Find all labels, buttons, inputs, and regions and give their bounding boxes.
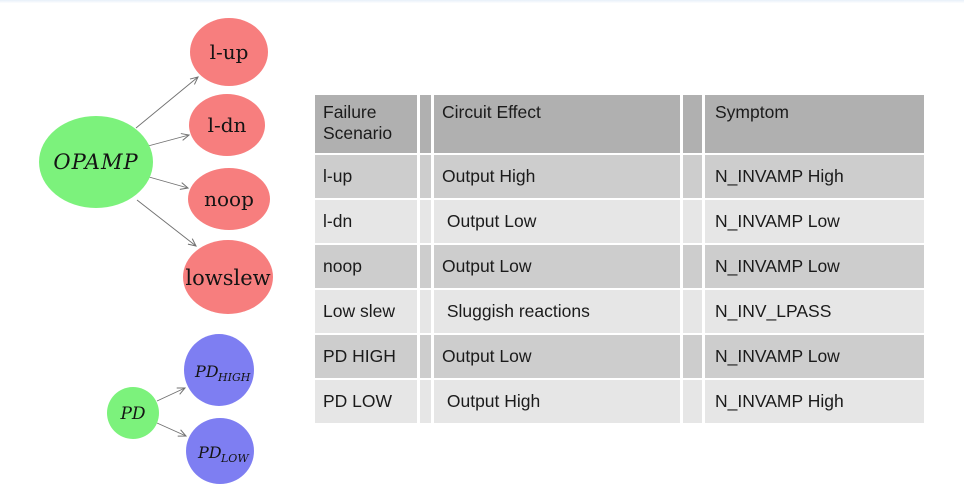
failure-mode-diagram: OPAMP l-up l-dn noop lowslew PD PD HIGH …	[39, 18, 273, 484]
table-row-5-spacer-1	[420, 335, 431, 378]
node-pdhigh	[184, 334, 254, 406]
table-row-6-spacer-2	[683, 380, 702, 423]
edge-pd-pdlow	[156, 422, 188, 437]
node-lup	[190, 18, 268, 86]
table-row-5-spacer-2	[683, 335, 702, 378]
table-row-3-spacer-1	[420, 245, 431, 288]
header-spacer-2	[683, 95, 702, 153]
table-row-2-symptom: N_INVAMP Low	[705, 200, 924, 243]
table-row-2-spacer-1	[420, 200, 431, 243]
node-pdhigh-subscript: HIGH	[217, 371, 251, 384]
pd-tree: PD PD HIGH PD LOW	[107, 334, 254, 484]
node-noop-label: noop	[204, 187, 254, 211]
table-row-5-symptom: N_INVAMP Low	[705, 335, 924, 378]
table-row-6-symptom: N_INVAMP High	[705, 380, 924, 423]
table-row-4-symptom: N_INV_LPASS	[705, 290, 924, 333]
col-header-failure-scenario: Failure Scenario	[315, 95, 417, 153]
edge-opamp-ldn	[147, 133, 191, 147]
node-pdhigh-label: PD	[194, 362, 219, 381]
table-row-1-spacer-1	[420, 155, 431, 198]
col-header-circuit-effect: Circuit Effect	[434, 95, 680, 153]
table-row-4-circuit-effect: Sluggish reactions	[434, 290, 680, 333]
table-row-6-spacer-1	[420, 380, 431, 423]
table-row-3-symptom: N_INVAMP Low	[705, 245, 924, 288]
node-pd-label: PD	[119, 404, 145, 424]
table-row-6-circuit-effect: Output High	[434, 380, 680, 423]
edge-opamp-noop	[148, 176, 190, 190]
node-opamp-label: OPAMP	[53, 150, 138, 174]
node-ldn	[189, 94, 265, 156]
node-pdlow-label: PD	[197, 443, 222, 462]
node-noop	[188, 168, 270, 230]
table-row-5-failure-scenario: PD HIGH	[315, 335, 417, 378]
table-row-2-failure-scenario: l-dn	[315, 200, 417, 243]
table-row-6-failure-scenario: PD LOW	[315, 380, 417, 423]
failure-table: Failure Scenario Circuit Effect Symptom …	[315, 95, 924, 423]
table-row-1-symptom: N_INVAMP High	[705, 155, 924, 198]
node-opamp	[39, 116, 153, 208]
table-row-4-spacer-1	[420, 290, 431, 333]
col-header-symptom: Symptom	[705, 95, 924, 153]
table-row-5-circuit-effect: Output Low	[434, 335, 680, 378]
table-row-1-failure-scenario: l-up	[315, 155, 417, 198]
table-row-4-spacer-2	[683, 290, 702, 333]
edge-pd-pdhigh	[156, 387, 187, 402]
node-pd	[107, 387, 159, 439]
node-ldn-label: l-dn	[208, 113, 247, 137]
table-row-1-circuit-effect: Output High	[434, 155, 680, 198]
edge-opamp-lup	[135, 76, 199, 129]
node-lowslew	[183, 240, 273, 314]
opamp-tree: OPAMP l-up l-dn noop lowslew	[39, 18, 273, 314]
table-row-3-failure-scenario: noop	[315, 245, 417, 288]
node-lup-label: l-up	[210, 40, 249, 64]
node-pdlow	[186, 418, 254, 484]
table-row-2-spacer-2	[683, 200, 702, 243]
table-row-2-circuit-effect: Output Low	[434, 200, 680, 243]
node-pdlow-subscript: LOW	[220, 452, 250, 465]
table-row-1-spacer-2	[683, 155, 702, 198]
table-row-3-spacer-2	[683, 245, 702, 288]
header-spacer-1	[420, 95, 431, 153]
edge-opamp-lowslew	[136, 199, 197, 247]
node-lowslew-label: lowslew	[185, 266, 270, 290]
table-row-4-failure-scenario: Low slew	[315, 290, 417, 333]
table-row-3-circuit-effect: Output Low	[434, 245, 680, 288]
slide-top-edge	[0, 0, 964, 3]
